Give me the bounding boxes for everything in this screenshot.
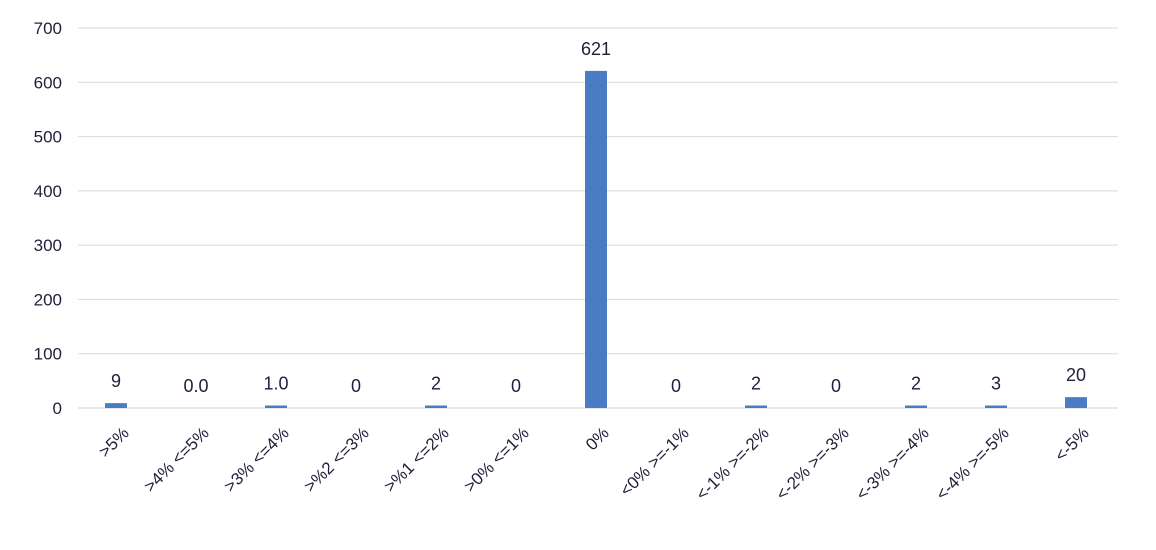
bar — [105, 403, 127, 408]
data-label: 0 — [351, 376, 361, 396]
y-tick-label: 600 — [34, 73, 62, 92]
data-label: 9 — [111, 371, 121, 391]
x-category-label: <0% >=-1% — [616, 423, 693, 500]
y-tick-label: 0 — [53, 399, 62, 418]
x-category-label: >%2 <=3% — [300, 423, 373, 496]
data-label: 2 — [431, 374, 441, 394]
x-category-label: 0% — [582, 423, 613, 454]
x-category-label: <-3% >=-4% — [852, 423, 933, 504]
y-tick-label: 500 — [34, 128, 62, 147]
bar — [585, 70, 607, 408]
data-label: 0 — [831, 376, 841, 396]
y-tick-label: 300 — [34, 236, 62, 255]
bar — [425, 405, 447, 408]
data-label: 2 — [751, 374, 761, 394]
x-category-label: >3% <=4% — [220, 423, 293, 496]
bar — [905, 405, 927, 408]
y-tick-label: 700 — [34, 19, 62, 38]
data-label: 0 — [671, 376, 681, 396]
bar — [265, 405, 287, 408]
x-category-label: <-5% — [1051, 423, 1093, 465]
x-category-label: >0% <=1% — [460, 423, 533, 496]
x-category-label: >5% — [95, 423, 133, 461]
data-label: 20 — [1066, 365, 1086, 385]
x-category-label: <-2% >=-3% — [772, 423, 853, 504]
data-label: 2 — [911, 374, 921, 394]
x-axis-categories: >5% >4% <=5% >3% <=4% >%2 <=3% >%1 <=2% >0% <… — [95, 423, 1093, 504]
y-tick-label: 200 — [34, 290, 62, 309]
bar — [985, 405, 1007, 408]
bar — [745, 405, 767, 408]
bars — [105, 70, 1087, 408]
y-tick-label: 400 — [34, 182, 62, 201]
bar — [1065, 397, 1087, 408]
data-label: 3 — [991, 374, 1001, 394]
x-category-label: <-4% >=-5% — [932, 423, 1013, 504]
x-category-label: >%1 <=2% — [380, 423, 453, 496]
data-label: 0 — [511, 376, 521, 396]
x-category-label: >4% <=5% — [140, 423, 213, 496]
y-axis-ticks: 0 100 200 300 400 500 600 700 — [34, 19, 62, 418]
x-category-label: <-1% >=-2% — [692, 423, 773, 504]
data-label: 621 — [581, 39, 611, 59]
data-label: 0.0 — [183, 376, 208, 396]
y-tick-label: 100 — [34, 345, 62, 364]
data-label: 1.0 — [263, 374, 288, 394]
